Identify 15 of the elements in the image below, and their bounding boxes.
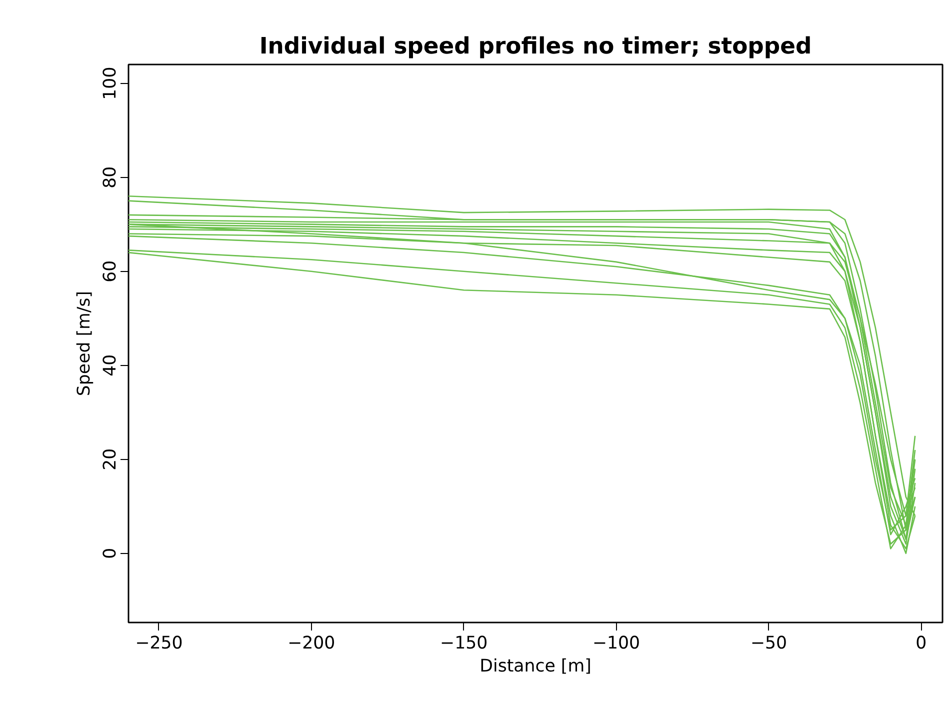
- y-tick-label: 80: [100, 166, 120, 188]
- x-tick-label: −50: [750, 634, 788, 654]
- y-tick-label: 40: [100, 354, 120, 376]
- y-tick-label: 60: [100, 260, 120, 282]
- x-tick-label: −200: [288, 634, 336, 654]
- x-tick-label: −150: [440, 634, 488, 654]
- y-tick-label: 20: [100, 448, 120, 470]
- x-tick-label: 0: [916, 634, 927, 654]
- y-tick-label: 100: [100, 66, 120, 100]
- x-tick-label: −250: [135, 634, 183, 654]
- y-axis-title: Speed [m/s]: [74, 290, 94, 396]
- y-tick-label: 0: [100, 548, 120, 559]
- x-axis-title: Distance [m]: [480, 656, 592, 676]
- chart-title: Individual speed profiles no timer; stopped: [259, 34, 812, 60]
- x-tick-label: −100: [592, 634, 640, 654]
